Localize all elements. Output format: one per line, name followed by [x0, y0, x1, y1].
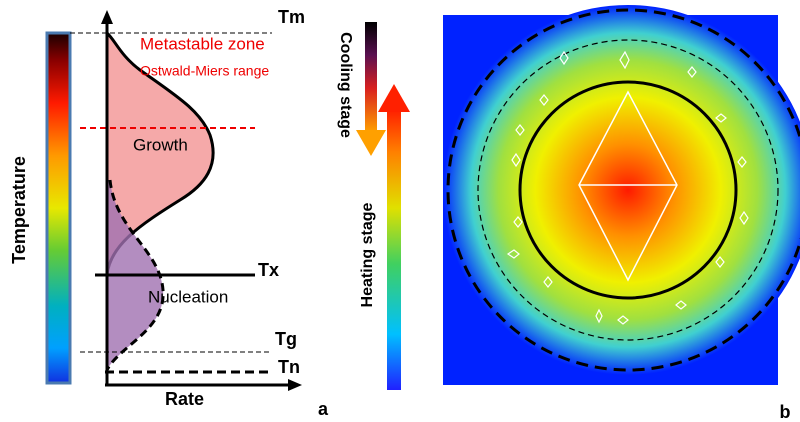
- figure: Temperature Tm Metastable zone Ostwald-M…: [0, 0, 800, 422]
- disk: [443, 5, 800, 375]
- heating-arrow-body: [387, 110, 401, 390]
- temperature-label: Temperature: [9, 156, 29, 264]
- tg-label: Tg: [275, 329, 297, 349]
- panel-letter: b: [780, 402, 791, 422]
- cooling-arrow-head: [356, 130, 386, 156]
- panel-b: b: [443, 5, 800, 422]
- tm-label: Tm: [278, 7, 305, 27]
- heating-arrow-head: [378, 84, 410, 112]
- x-arrow: [288, 379, 302, 391]
- ostwald-miers: Ostwald-Miers range: [140, 63, 269, 79]
- tx-label: Tx: [258, 260, 279, 280]
- panel-a: Temperature Tm Metastable zone Ostwald-M…: [9, 7, 410, 419]
- tn-label: Tn: [278, 357, 300, 377]
- nucleation-label: Nucleation: [148, 287, 228, 306]
- metastable-zone: Metastable zone: [140, 34, 265, 53]
- heating-label: Heating stage: [359, 202, 376, 307]
- growth-label: Growth: [133, 135, 188, 154]
- panel-letter: a: [318, 399, 329, 419]
- rate-label: Rate: [165, 389, 204, 409]
- temperature-bar: [47, 33, 70, 383]
- cooling-label: Cooling stage: [337, 32, 354, 138]
- cooling-arrow-body: [365, 22, 377, 132]
- y-arrow: [101, 10, 113, 24]
